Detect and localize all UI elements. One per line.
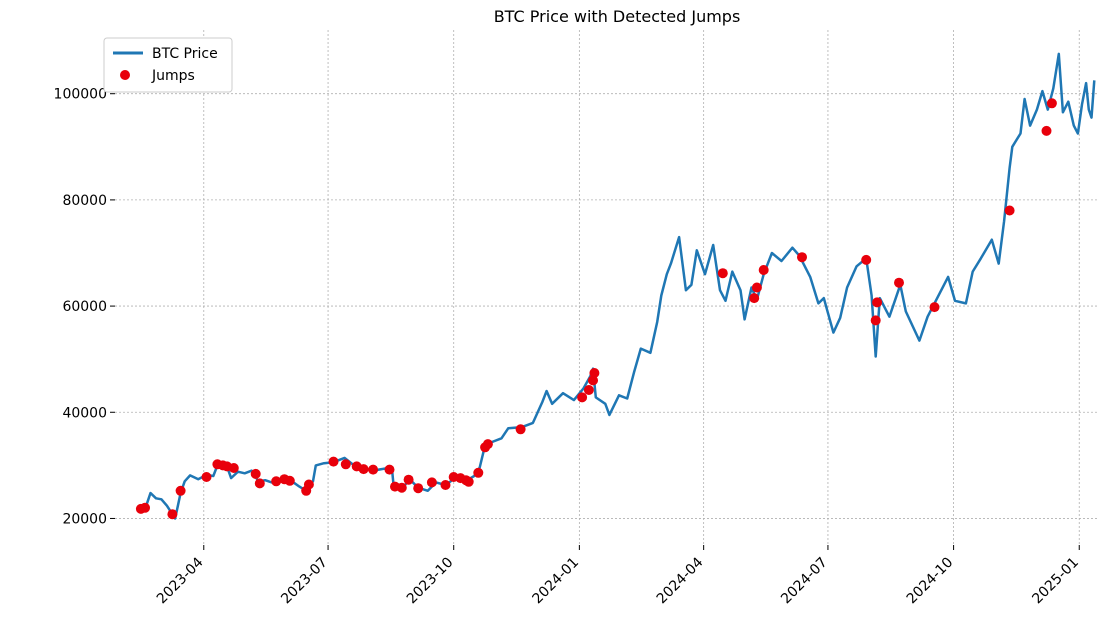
jump-marker bbox=[583, 385, 594, 395]
jump-marker bbox=[384, 464, 395, 475]
jump-marker bbox=[749, 293, 760, 304]
jump-marker bbox=[577, 392, 588, 403]
x-tick-label: 2024-10 bbox=[904, 555, 957, 608]
jump-marker bbox=[201, 472, 212, 482]
jump-marker bbox=[515, 424, 526, 435]
jump-marker bbox=[228, 463, 239, 473]
y-tick-label: 60000 bbox=[62, 299, 107, 315]
jump-marker bbox=[751, 282, 762, 293]
jump-marker bbox=[426, 477, 437, 488]
jump-marker bbox=[328, 456, 339, 467]
chart-title: BTC Price with Detected Jumps bbox=[494, 7, 741, 26]
jump-marker bbox=[250, 468, 261, 479]
btc-price-line bbox=[140, 52, 1096, 520]
jump-marker bbox=[254, 478, 265, 489]
jump-marker bbox=[929, 302, 940, 313]
jump-marker bbox=[396, 482, 407, 493]
x-tick-label: 2023-04 bbox=[154, 554, 207, 607]
jump-marker bbox=[872, 297, 883, 308]
jump-marker bbox=[303, 479, 314, 490]
legend-label-btc-price: BTC Price bbox=[152, 46, 218, 62]
jump-marker bbox=[175, 485, 186, 496]
y-tick-label: 100000 bbox=[54, 87, 107, 103]
legend: BTC Price Jumps bbox=[103, 37, 233, 93]
axes: 20000 40000 60000 80000 100000 2023-04 2023-07… bbox=[54, 87, 1083, 607]
plot-area bbox=[135, 52, 1096, 520]
jump-marker bbox=[167, 509, 178, 520]
jump-marker bbox=[271, 476, 282, 487]
x-tick-label: 2023-07 bbox=[278, 555, 331, 608]
jump-marker bbox=[463, 476, 474, 487]
jump-marker bbox=[861, 254, 872, 265]
x-tick-label: 2023-10 bbox=[404, 555, 457, 608]
grid bbox=[115, 30, 1097, 545]
x-tick-label: 2024-04 bbox=[654, 554, 707, 607]
jump-marker bbox=[440, 480, 451, 490]
legend-marker-swatch bbox=[120, 70, 130, 80]
jump-marker bbox=[870, 315, 881, 326]
legend-label-jumps: Jumps bbox=[151, 68, 195, 84]
jump-marker bbox=[358, 464, 369, 475]
jump-marker bbox=[473, 467, 484, 478]
jump-marker bbox=[894, 277, 904, 288]
jump-marker bbox=[717, 268, 728, 279]
jump-marker bbox=[284, 475, 295, 486]
x-tick-label: 2024-01 bbox=[530, 555, 583, 608]
y-tick-label: 80000 bbox=[62, 193, 107, 209]
x-tick-label: 2024-07 bbox=[778, 555, 831, 608]
jump-marker bbox=[403, 474, 414, 485]
jump-marker bbox=[1046, 98, 1057, 109]
y-tick-label: 20000 bbox=[62, 511, 107, 527]
x-tick-label: 2025-01 bbox=[1029, 555, 1082, 608]
y-tick-label: 40000 bbox=[62, 405, 107, 421]
jump-marker bbox=[1004, 205, 1015, 216]
jump-marker bbox=[1041, 125, 1052, 136]
jump-marker bbox=[797, 252, 807, 263]
jump-marker bbox=[758, 265, 769, 275]
jump-marker bbox=[340, 459, 351, 470]
jump-marker bbox=[482, 439, 493, 450]
jump-marker bbox=[413, 483, 424, 494]
jump-marker bbox=[140, 502, 150, 513]
jump-marker bbox=[368, 464, 379, 475]
jump-marker bbox=[589, 368, 600, 378]
jump-marker bbox=[588, 375, 598, 386]
